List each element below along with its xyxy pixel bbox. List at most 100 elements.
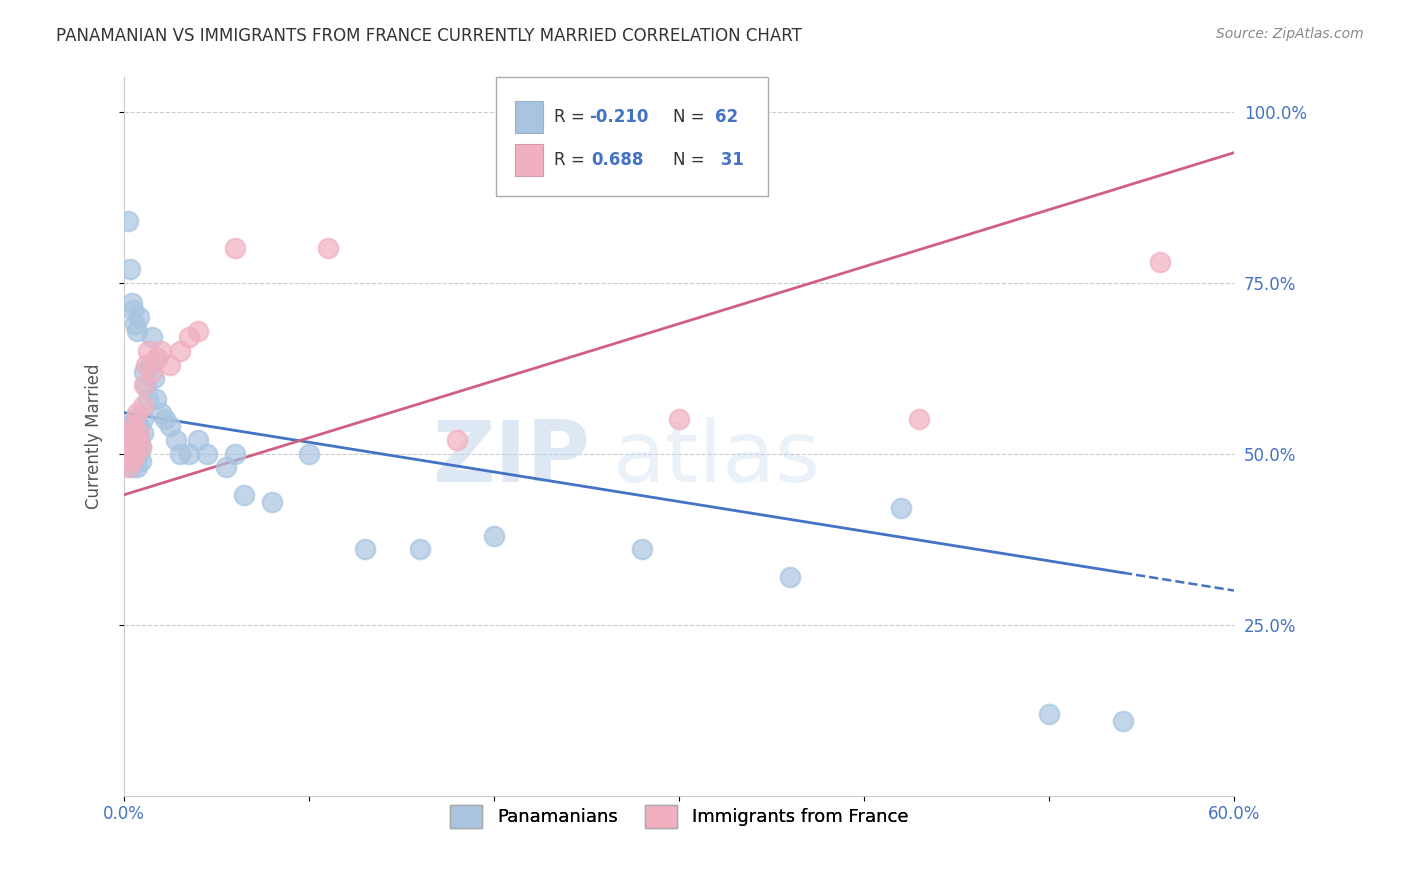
Point bbox=[128, 447, 150, 461]
Point bbox=[125, 433, 148, 447]
Point bbox=[118, 262, 141, 277]
Point bbox=[153, 412, 176, 426]
Point bbox=[177, 330, 200, 344]
FancyBboxPatch shape bbox=[515, 144, 543, 177]
Point bbox=[134, 378, 156, 392]
Point bbox=[177, 447, 200, 461]
Point bbox=[129, 440, 152, 454]
Point bbox=[187, 324, 209, 338]
Point bbox=[1112, 714, 1135, 728]
Point bbox=[165, 433, 187, 447]
Point bbox=[121, 419, 143, 434]
Point bbox=[122, 419, 145, 434]
Text: 0.688: 0.688 bbox=[592, 151, 644, 169]
Point bbox=[631, 542, 654, 557]
Point bbox=[128, 426, 150, 441]
Point bbox=[169, 447, 191, 461]
Point bbox=[122, 440, 145, 454]
Point bbox=[115, 433, 138, 447]
Point bbox=[159, 358, 181, 372]
Point bbox=[224, 242, 246, 256]
Point bbox=[122, 453, 145, 467]
Point bbox=[136, 344, 159, 359]
Point bbox=[262, 494, 284, 508]
Point bbox=[159, 419, 181, 434]
Legend: Panamanians, Immigrants from France: Panamanians, Immigrants from France bbox=[441, 796, 917, 837]
Point bbox=[1149, 255, 1171, 269]
Text: R =: R = bbox=[554, 151, 595, 169]
Text: PANAMANIAN VS IMMIGRANTS FROM FRANCE CURRENTLY MARRIED CORRELATION CHART: PANAMANIAN VS IMMIGRANTS FROM FRANCE CUR… bbox=[56, 27, 801, 45]
Point bbox=[150, 406, 173, 420]
Point bbox=[125, 440, 148, 454]
Point bbox=[1038, 706, 1060, 721]
Point bbox=[409, 542, 432, 557]
Text: Source: ZipAtlas.com: Source: ZipAtlas.com bbox=[1216, 27, 1364, 41]
Point bbox=[121, 296, 143, 310]
Point bbox=[118, 447, 141, 461]
Point bbox=[118, 433, 141, 447]
Point bbox=[124, 447, 146, 461]
Point bbox=[131, 426, 153, 441]
Point bbox=[353, 542, 375, 557]
FancyBboxPatch shape bbox=[515, 101, 543, 133]
Point bbox=[121, 433, 143, 447]
Text: R =: R = bbox=[554, 108, 589, 126]
Point bbox=[131, 412, 153, 426]
Point bbox=[139, 358, 162, 372]
Point bbox=[117, 460, 139, 475]
Text: -0.210: -0.210 bbox=[589, 108, 648, 126]
Point bbox=[908, 412, 931, 426]
Text: N =: N = bbox=[673, 151, 710, 169]
Point bbox=[124, 433, 146, 447]
Point bbox=[121, 447, 143, 461]
Point bbox=[141, 330, 163, 344]
Point bbox=[145, 392, 167, 406]
Y-axis label: Currently Married: Currently Married bbox=[86, 364, 103, 509]
Point bbox=[124, 317, 146, 331]
Point bbox=[122, 426, 145, 441]
Point bbox=[136, 392, 159, 406]
Point bbox=[117, 447, 139, 461]
Point bbox=[146, 351, 169, 365]
Point bbox=[117, 214, 139, 228]
Point bbox=[169, 344, 191, 359]
Point bbox=[316, 242, 339, 256]
Point bbox=[142, 371, 165, 385]
Point bbox=[118, 426, 141, 441]
Point bbox=[124, 447, 146, 461]
Point bbox=[115, 447, 138, 461]
Point bbox=[128, 310, 150, 324]
Point bbox=[135, 378, 157, 392]
Point bbox=[125, 426, 148, 441]
Text: atlas: atlas bbox=[613, 417, 821, 500]
Point bbox=[890, 501, 912, 516]
Point bbox=[118, 440, 141, 454]
Point bbox=[125, 324, 148, 338]
Point bbox=[122, 440, 145, 454]
Point bbox=[134, 365, 156, 379]
Point bbox=[298, 447, 321, 461]
Text: 62: 62 bbox=[714, 108, 738, 126]
Point bbox=[215, 460, 238, 475]
FancyBboxPatch shape bbox=[496, 78, 768, 196]
Point bbox=[118, 453, 141, 467]
Point bbox=[187, 433, 209, 447]
Point bbox=[779, 570, 801, 584]
Point bbox=[146, 351, 169, 365]
Point bbox=[121, 460, 143, 475]
Point bbox=[150, 344, 173, 359]
Point bbox=[129, 453, 152, 467]
Point bbox=[121, 426, 143, 441]
Point bbox=[195, 447, 218, 461]
Point bbox=[121, 453, 143, 467]
Point bbox=[668, 412, 690, 426]
Point bbox=[117, 419, 139, 434]
Text: 31: 31 bbox=[714, 151, 744, 169]
Text: N =: N = bbox=[673, 108, 710, 126]
Point bbox=[125, 406, 148, 420]
Point bbox=[125, 460, 148, 475]
Point bbox=[233, 488, 256, 502]
Point bbox=[129, 440, 152, 454]
Point bbox=[124, 412, 146, 426]
Point bbox=[141, 365, 163, 379]
